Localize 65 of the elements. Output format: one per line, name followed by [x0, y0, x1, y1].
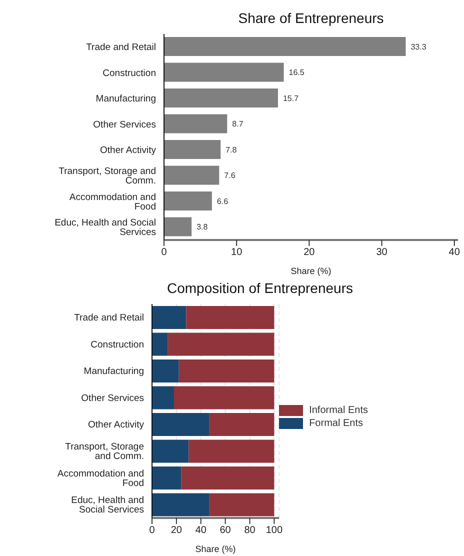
y-tick-label: Accommodation and Food	[69, 192, 156, 212]
bar	[181, 466, 274, 490]
x-tick-label: 30	[376, 247, 388, 258]
chart-title: Share of Entrepreneurs	[237, 10, 385, 26]
bar	[164, 140, 221, 159]
y-tick-label: Educ, Health and Social Services	[71, 495, 144, 516]
bar	[164, 192, 212, 210]
x-tick-label: 20	[304, 247, 316, 258]
y-tick-label: Transport, Storage and Comm.	[65, 442, 144, 462]
y-tick-label: Other Services	[81, 392, 144, 404]
bar	[152, 466, 182, 490]
y-tick-label: Construction	[90, 339, 144, 350]
y-tick-label: Other Activity	[100, 145, 156, 156]
bar	[152, 493, 210, 516]
bar	[164, 37, 406, 56]
legend-label: Informal Ents	[309, 405, 368, 416]
y-tick-label: Other Services	[93, 119, 156, 130]
bar	[152, 306, 186, 329]
y-tick-label: Trade and Retail	[86, 42, 156, 54]
y-tick-label: Manufacturing	[84, 366, 144, 378]
bar	[168, 332, 274, 356]
chart-title: Composition of Entrepreneurs	[166, 280, 354, 296]
y-tick-label: Accommodation and Food	[57, 468, 144, 489]
data-label: 7.6	[224, 171, 236, 180]
y-tick-label: Manufacturing	[96, 94, 156, 105]
legend-label: Formal Ents	[309, 418, 363, 429]
data-label: 16.5	[288, 68, 305, 78]
bar	[164, 88, 278, 108]
x-tick-label: 40	[448, 247, 460, 258]
data-label: 7.8	[226, 145, 238, 154]
bar	[152, 360, 179, 382]
y-tick-label: Construction	[102, 68, 156, 79]
bar	[164, 166, 220, 185]
bar	[164, 114, 228, 134]
bar	[164, 217, 192, 236]
x-tick-label: 40	[195, 525, 207, 536]
x-tick-label: 20	[170, 525, 182, 536]
x-tick-label: 60	[220, 525, 232, 536]
y-tick-label: Educ, Health and Social Services	[54, 218, 156, 238]
data-label: 33.3	[410, 42, 427, 52]
bar	[164, 62, 284, 82]
x-tick-label: 80	[244, 525, 256, 536]
bar	[186, 306, 274, 329]
bar	[209, 413, 274, 436]
data-label: 15.7	[282, 94, 300, 103]
bar	[174, 386, 274, 410]
bar	[188, 440, 274, 463]
bar	[178, 360, 274, 382]
bar	[152, 413, 210, 436]
data-label: 6.6	[216, 196, 229, 206]
y-tick-label: Trade and Retail	[74, 312, 144, 324]
bar	[152, 440, 189, 463]
x-tick-label: 100	[266, 525, 283, 536]
x-tick-label: 0	[149, 525, 156, 536]
x-axis-title: Share (%)	[195, 544, 236, 554]
x-axis-title: Share (%)	[290, 266, 332, 276]
x-tick-label: 0	[161, 247, 168, 258]
bar	[209, 493, 274, 516]
bar	[152, 332, 168, 356]
data-label: 3.8	[196, 222, 208, 232]
data-label: 8.7	[232, 120, 244, 129]
y-tick-label: Other Activity	[88, 420, 144, 431]
x-tick-label: 10	[231, 247, 243, 258]
y-tick-label: Transport, Storage and Comm.	[58, 166, 156, 187]
bar	[152, 386, 174, 410]
